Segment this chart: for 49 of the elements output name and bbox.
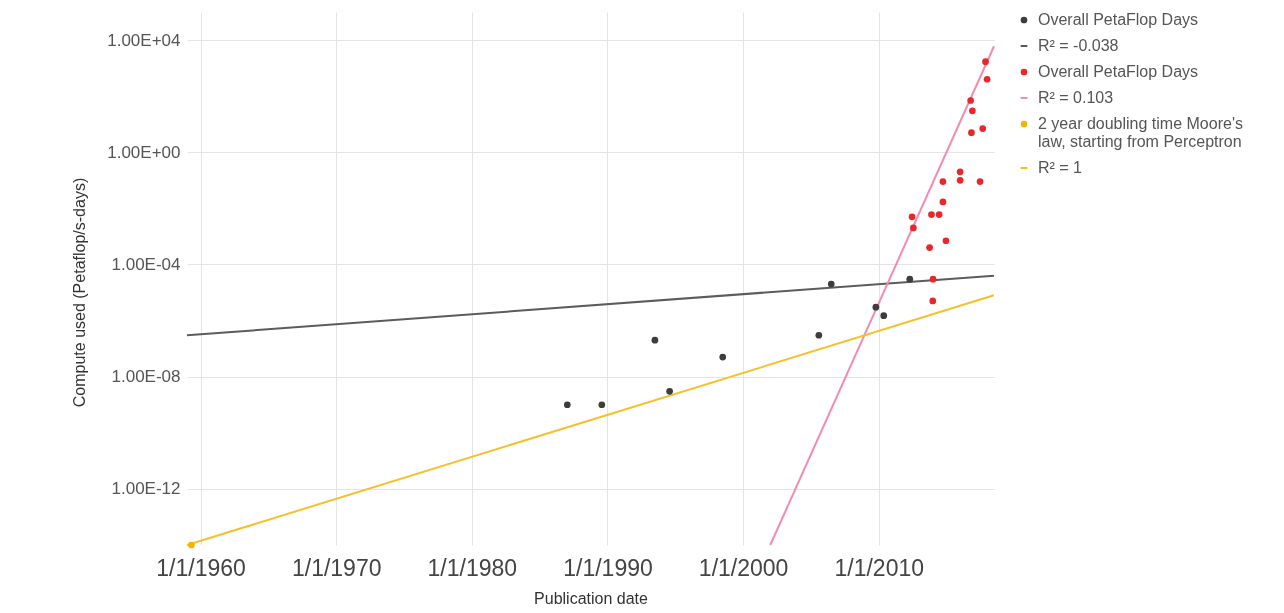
x-tick-label: 1/1/1960: [156, 554, 246, 581]
y-axis-title: Compute used (Petaflop/s-days): [70, 177, 88, 408]
point: [983, 75, 991, 83]
x-tick-label: 1/1/1970: [291, 554, 382, 581]
point: [956, 176, 964, 184]
point: [827, 280, 835, 288]
point: [929, 275, 937, 283]
point: [651, 336, 659, 344]
legend-label: R² = -0.038: [1038, 37, 1119, 54]
point: [956, 168, 964, 176]
point: [982, 58, 989, 65]
y-tick-label: 1.00E-12: [111, 479, 181, 499]
point: [666, 388, 673, 395]
point: [976, 178, 984, 185]
point: [815, 331, 823, 339]
point: [968, 129, 975, 136]
legend-label: Overall PetaFlop Days: [1038, 11, 1199, 28]
point: [880, 312, 888, 319]
x-tick-label: 1/1/2010: [834, 554, 925, 581]
legend-label: R² = 0.103: [1038, 89, 1114, 106]
x-axis-title: Publication date: [534, 589, 649, 607]
x-tick-label: 1/1/2000: [698, 554, 789, 581]
y-tick-label: 1.00E-08: [111, 367, 181, 387]
y-tick-label: 1.00E+00: [107, 142, 181, 162]
point: [942, 237, 950, 245]
legend-label: R² = 1: [1038, 159, 1083, 176]
point: [979, 125, 987, 132]
legend-label: Overall PetaFlop Days: [1038, 63, 1199, 80]
point: [563, 401, 571, 409]
x-tick-label: 1/1/1990: [563, 554, 653, 581]
point: [908, 213, 916, 221]
point: [719, 353, 727, 361]
point: [939, 178, 947, 185]
point: [598, 401, 606, 409]
x-tick-label: 1/1/1980: [427, 554, 518, 581]
point: [188, 541, 195, 549]
point: [872, 303, 880, 311]
point: [935, 211, 943, 218]
point: [969, 107, 976, 115]
point: [909, 224, 917, 232]
point: [929, 297, 937, 305]
y-tick-label: 1.00E-04: [111, 254, 181, 274]
point: [906, 275, 914, 283]
point: [939, 198, 947, 206]
point: [928, 211, 935, 218]
legend-label: 2 year doubling time Moore's law, starting from Perceptron: [1038, 115, 1243, 150]
y-tick-label: 1.00E+04: [107, 30, 181, 50]
point: [926, 244, 933, 251]
point: [967, 97, 974, 104]
